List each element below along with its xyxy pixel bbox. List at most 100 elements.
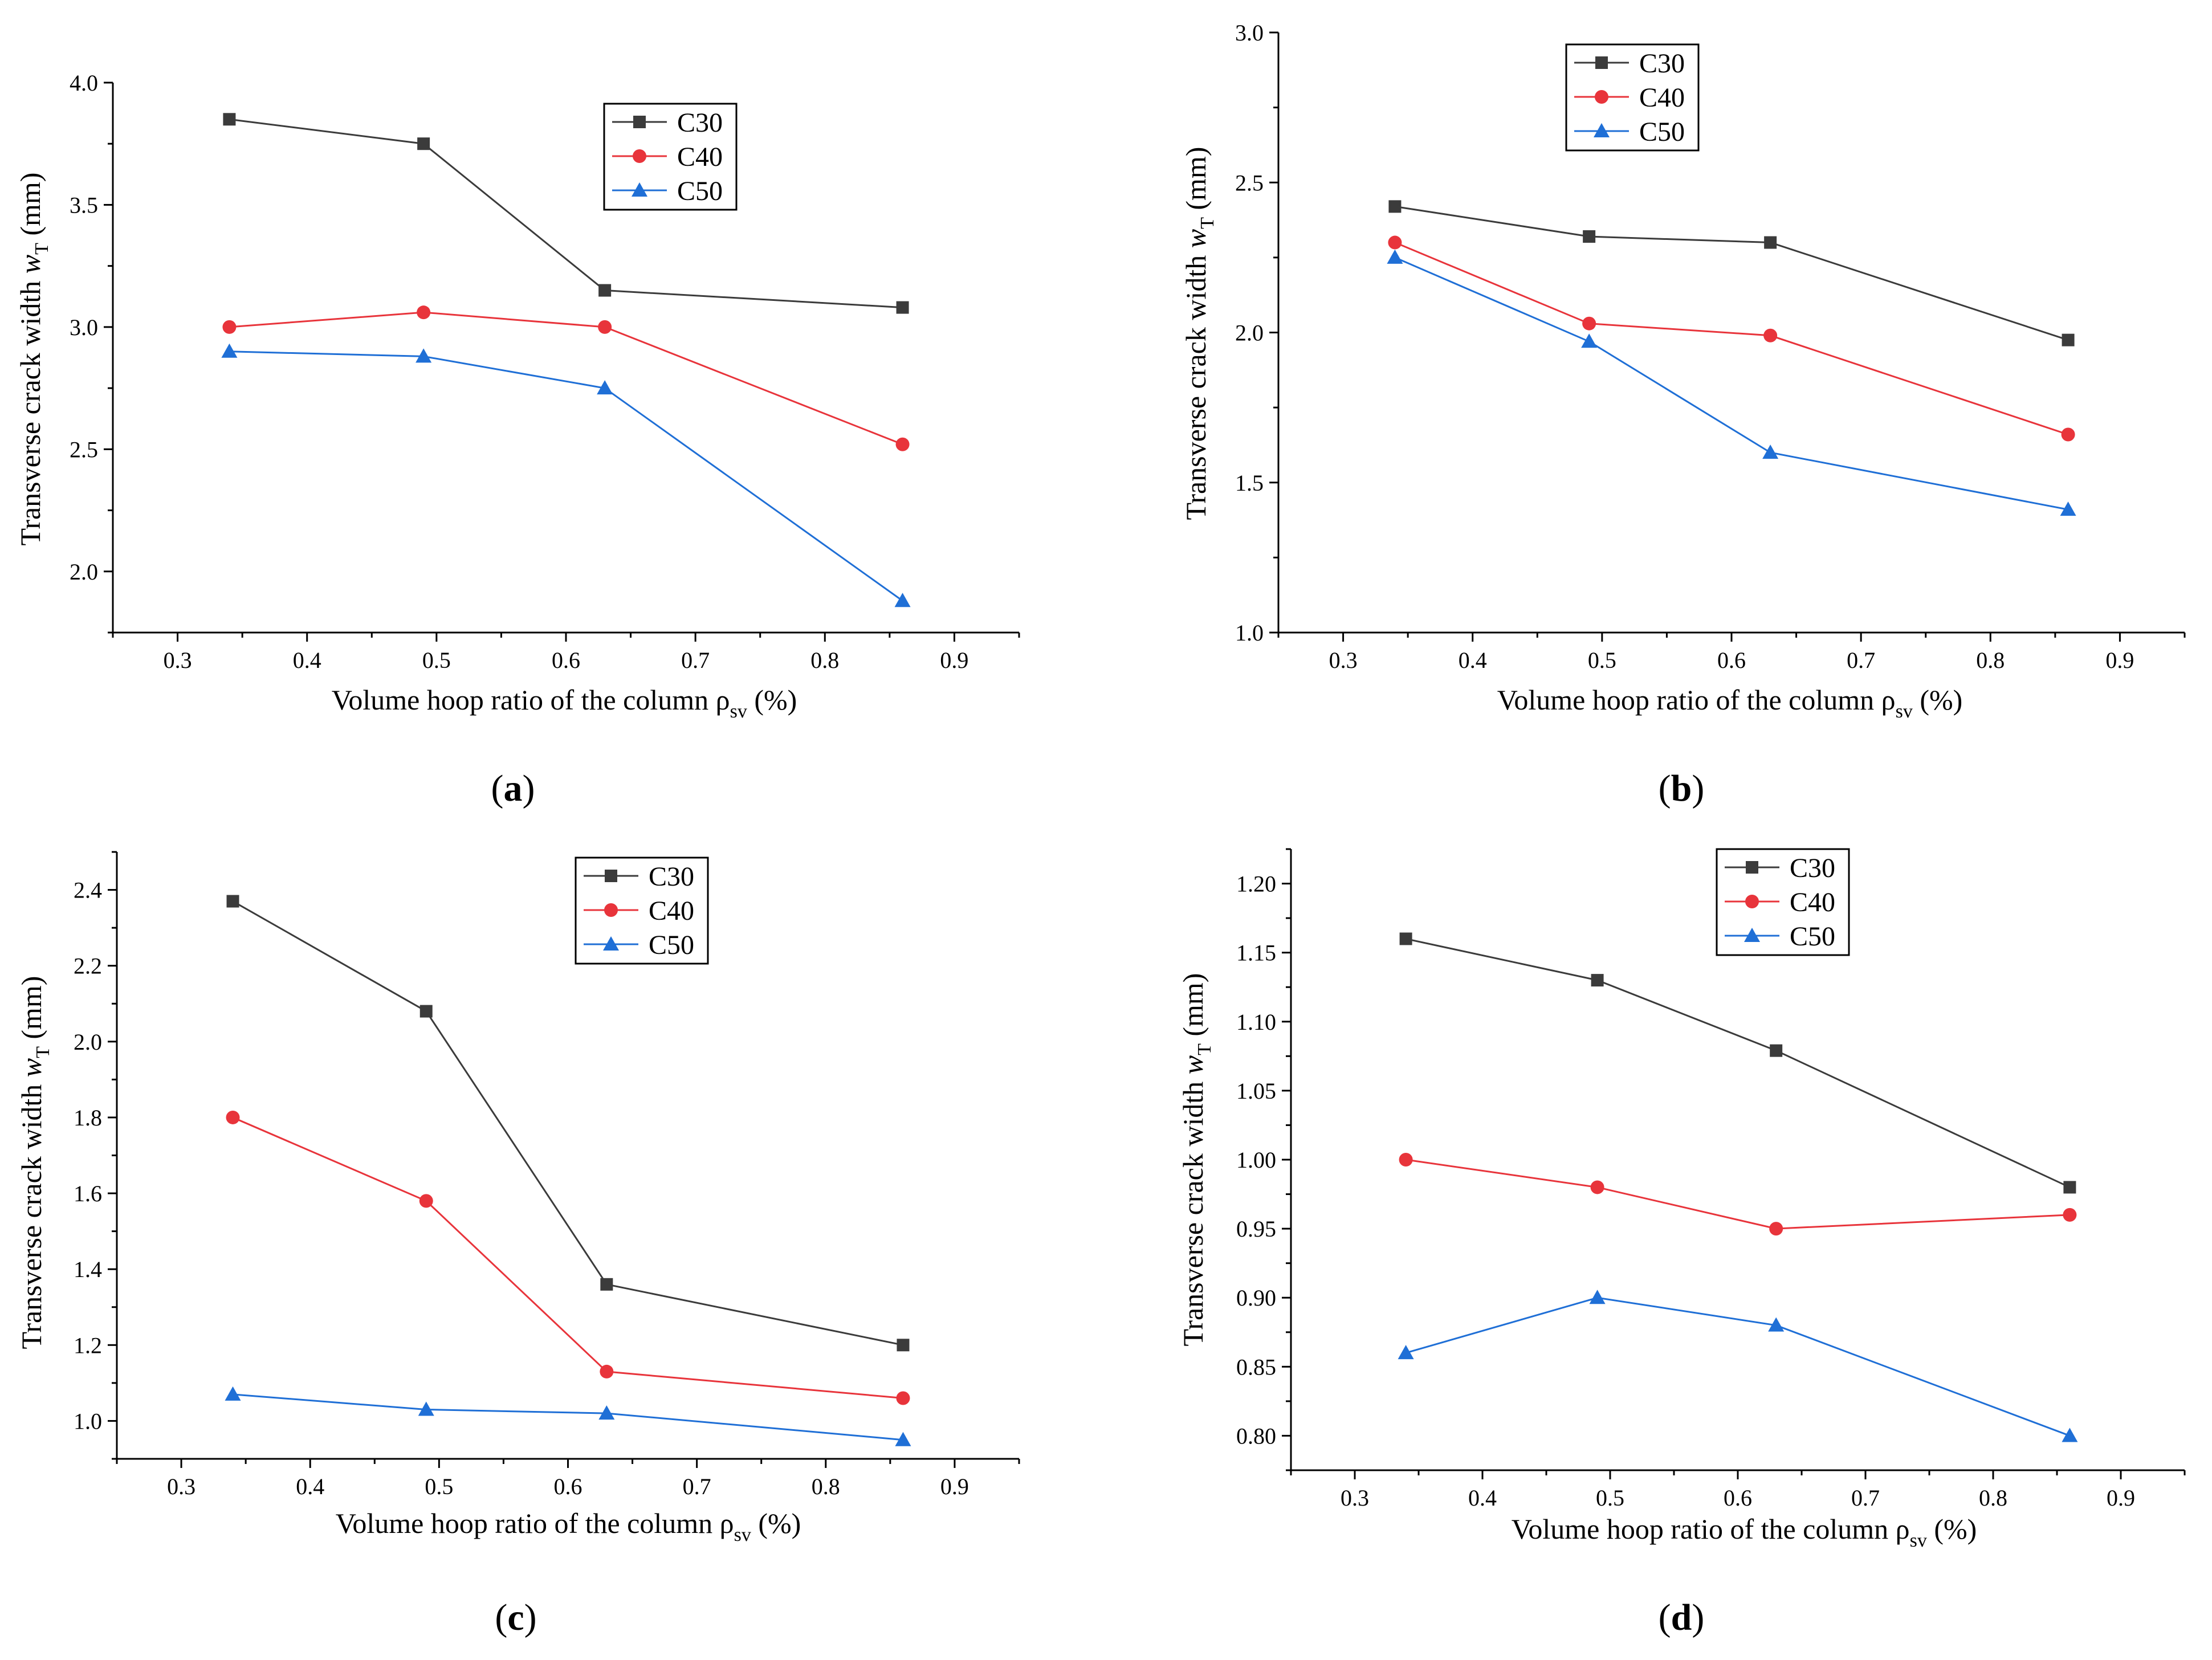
y-tick-label: 1.6 (74, 1181, 102, 1206)
data-point-C30 (1764, 236, 1777, 249)
panel-label: (d) (1659, 1597, 1705, 1638)
y-tick-label: 3.0 (70, 315, 98, 340)
y-tick-label: 0.80 (1236, 1423, 1276, 1449)
legend-label-C40: C40 (1639, 83, 1685, 113)
panel-c: 0.3 0.4 0.5 0.6 0.7 0.8 0.9 1.0 1.2 1.4 1.6 1.8 2.0 2… (15, 851, 1020, 1638)
data-point-C50 (1581, 333, 1598, 348)
data-point-C30 (1770, 1044, 1783, 1057)
series-line-C30 (1395, 205, 2069, 341)
data-point-C40 (419, 1194, 433, 1208)
data-point-C50 (1589, 1290, 1606, 1304)
data-point-C30 (896, 301, 909, 314)
data-point-C50 (895, 1431, 911, 1446)
x-tick-label: 0.4 (293, 647, 321, 673)
data-point-C40 (895, 437, 910, 451)
legend-marker-C40 (1595, 90, 1608, 104)
y-tick-label: 0.85 (1236, 1354, 1276, 1380)
legend-marker-C30 (1746, 861, 1758, 874)
series-line-C30 (229, 118, 903, 309)
data-point-C30 (2062, 333, 2075, 346)
x-axis-title: Volume hoop ratio of the column ρsv (%) (332, 684, 797, 722)
legend-label-C30: C30 (1790, 853, 1835, 883)
data-point-C40 (896, 1391, 910, 1405)
y-tick-label: 1.0 (1235, 620, 1264, 646)
x-tick-label: 0.6 (554, 1474, 582, 1499)
data-point-C40 (1582, 316, 1596, 331)
y-tick-label: 0.90 (1236, 1285, 1276, 1311)
legend-label-C50: C50 (1790, 921, 1835, 952)
data-point-C30 (223, 113, 236, 126)
y-tick-label: 2.4 (74, 878, 102, 903)
x-tick-label: 0.9 (2107, 1485, 2135, 1511)
legend-marker-C50 (1594, 123, 1610, 137)
legend-marker-C30 (1595, 56, 1608, 69)
data-point-C40 (417, 305, 431, 320)
legend-marker-C50 (1744, 928, 1760, 942)
series-line-C40 (1394, 242, 2069, 435)
x-tick-label: 0.7 (683, 1474, 711, 1499)
data-point-C30 (1591, 974, 1604, 987)
panel-d: 0.3 0.4 0.5 0.6 0.7 0.8 0.9 0.80 0.85 0.90 0.95 1.0… (1177, 848, 2186, 1638)
x-tick-label: 0.4 (296, 1474, 324, 1499)
data-point-C40 (226, 1110, 240, 1124)
x-tick-label: 0.8 (812, 1474, 840, 1499)
y-axis-title: Transverse crack width wT (mm) (14, 173, 52, 546)
legend-marker-C30 (633, 116, 646, 128)
data-point-C40 (598, 320, 612, 334)
x-axis-title: Volume hoop ratio of the column ρsv (%) (336, 1507, 801, 1545)
series-line-C30 (232, 900, 903, 1346)
data-point-C50 (894, 593, 911, 607)
data-point-C40 (1399, 1153, 1413, 1167)
data-point-C40 (1590, 1180, 1604, 1194)
x-tick-label: 0.8 (1976, 647, 2005, 673)
panel-label: (a) (491, 768, 535, 809)
data-point-C50 (418, 1401, 434, 1416)
data-point-C30 (417, 137, 430, 150)
series-line-C50 (233, 1393, 903, 1441)
data-point-C50 (221, 343, 238, 358)
series-line-C30 (1406, 937, 2071, 1188)
data-point-C50 (597, 380, 613, 395)
y-tick-label: 1.20 (1236, 871, 1276, 897)
legend-marker-C40 (1745, 895, 1759, 908)
y-axis-title: Transverse crack width wT (mm) (1177, 973, 1215, 1347)
y-tick-label: 1.8 (74, 1105, 102, 1131)
x-tick-label: 0.9 (940, 647, 968, 673)
x-tick-label: 0.6 (552, 647, 580, 673)
data-point-C30 (419, 1005, 433, 1018)
data-point-C30 (2063, 1181, 2076, 1194)
data-point-C40 (2061, 427, 2075, 442)
panel-label: (b) (1659, 768, 1705, 809)
data-point-C50 (2062, 1427, 2078, 1442)
y-tick-label: 2.5 (1235, 170, 1264, 195)
y-tick-label: 2.0 (1235, 320, 1264, 346)
x-tick-label: 0.5 (422, 647, 451, 673)
legend-label-C30: C30 (677, 108, 723, 138)
data-point-C30 (600, 1278, 613, 1291)
legend: C30 C40 C50 (1565, 43, 1700, 152)
y-tick-label: 1.15 (1236, 940, 1276, 966)
y-axis-title: Transverse crack width wT (mm) (1180, 147, 1218, 520)
data-point-C30 (1388, 200, 1402, 213)
legend-marker-C40 (604, 903, 618, 917)
data-point-C40 (1388, 235, 1402, 250)
legend-label-C50: C50 (1639, 117, 1685, 147)
series-line-C50 (1394, 256, 2068, 511)
legend-marker-C50 (632, 182, 647, 197)
x-tick-label: 0.7 (1847, 647, 1875, 673)
data-point-C30 (1583, 230, 1596, 243)
x-tick-label: 0.3 (167, 1474, 195, 1499)
x-tick-label: 0.4 (1468, 1485, 1497, 1511)
data-point-C50 (225, 1386, 241, 1401)
data-point-C40 (2063, 1208, 2077, 1222)
y-tick-label: 1.10 (1236, 1009, 1276, 1035)
y-tick-label: 0.95 (1236, 1216, 1276, 1242)
y-tick-label: 1.0 (74, 1408, 102, 1434)
y-tick-label: 1.05 (1236, 1078, 1276, 1104)
x-axis-title: Volume hoop ratio of the column ρsv (%) (1497, 684, 1963, 722)
data-point-C50 (2060, 501, 2076, 516)
x-tick-label: 0.3 (164, 647, 192, 673)
x-tick-label: 0.7 (681, 647, 710, 673)
legend-label-C40: C40 (1790, 887, 1835, 917)
y-tick-label: 1.00 (1236, 1147, 1276, 1173)
